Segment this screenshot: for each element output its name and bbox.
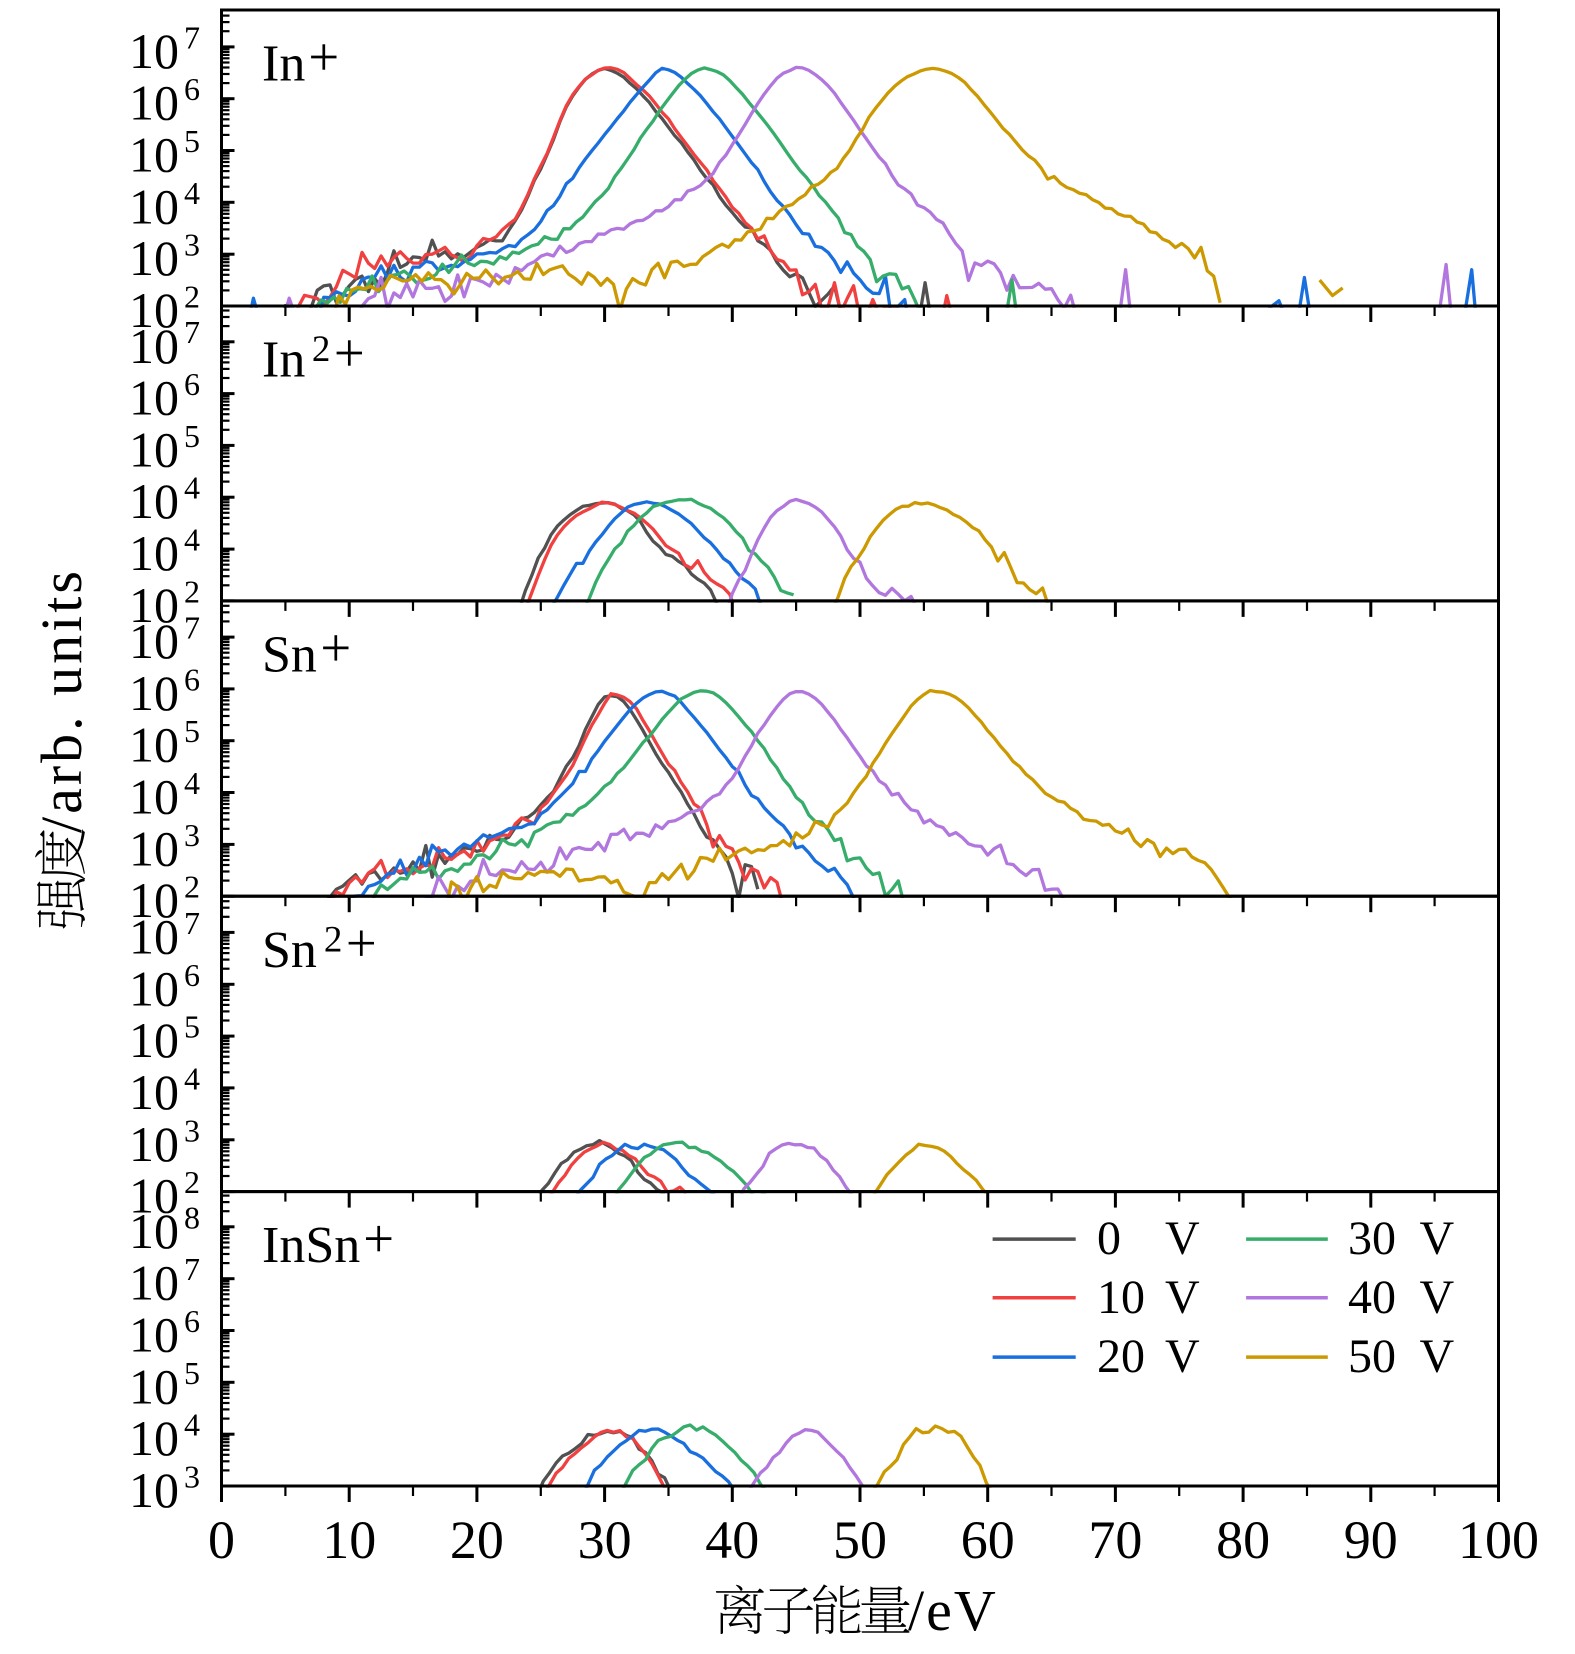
svg-text:4: 4 — [184, 470, 200, 506]
svg-text:V: V — [1420, 1212, 1455, 1265]
svg-text:InSn: InSn — [262, 1217, 360, 1274]
svg-text:6: 6 — [184, 1303, 200, 1339]
svg-text:2: 2 — [184, 1164, 200, 1200]
svg-text:10: 10 — [129, 178, 179, 234]
svg-text:/arb. units: /arb. units — [29, 568, 94, 833]
svg-text:6: 6 — [184, 661, 200, 697]
svg-text:90: 90 — [1344, 1510, 1398, 1570]
svg-text:5: 5 — [184, 713, 200, 749]
svg-text:3: 3 — [184, 227, 200, 263]
svg-text:10: 10 — [129, 1203, 179, 1259]
svg-text:80: 80 — [1216, 1510, 1270, 1570]
svg-text:7: 7 — [184, 19, 200, 55]
svg-text:8: 8 — [184, 1199, 200, 1235]
svg-text:60: 60 — [961, 1510, 1015, 1570]
svg-text:10: 10 — [129, 872, 179, 928]
svg-text:10: 10 — [129, 908, 179, 964]
svg-text:In: In — [262, 36, 305, 93]
svg-text:4: 4 — [184, 175, 200, 211]
svg-text:10: 10 — [129, 1358, 179, 1414]
svg-text:4: 4 — [184, 1060, 200, 1096]
svg-text:10: 10 — [129, 820, 179, 876]
svg-text:7: 7 — [184, 1251, 200, 1287]
svg-text:4: 4 — [184, 765, 200, 801]
svg-text:Sn: Sn — [262, 627, 317, 684]
svg-text:V: V — [1165, 1212, 1200, 1265]
svg-text:40: 40 — [705, 1510, 759, 1570]
svg-text:10: 10 — [129, 421, 179, 477]
svg-text:3: 3 — [184, 1459, 200, 1495]
svg-text:10: 10 — [129, 318, 179, 374]
svg-text:5: 5 — [184, 123, 200, 159]
svg-text:10: 10 — [129, 282, 179, 338]
svg-text:10: 10 — [129, 665, 179, 721]
svg-text:5: 5 — [184, 1009, 200, 1045]
svg-text:In: In — [262, 332, 305, 389]
svg-text:5: 5 — [184, 1355, 200, 1391]
svg-text:10: 10 — [129, 1255, 179, 1311]
svg-text:7: 7 — [184, 905, 200, 941]
svg-text:2: 2 — [312, 329, 331, 370]
svg-text:3: 3 — [184, 1112, 200, 1148]
svg-text:Sn: Sn — [262, 922, 317, 979]
svg-text:2: 2 — [184, 279, 200, 315]
svg-text:4: 4 — [184, 1407, 200, 1443]
svg-text:10: 10 — [129, 525, 179, 581]
svg-text:V: V — [1165, 1330, 1200, 1383]
svg-text:10: 10 — [129, 370, 179, 426]
svg-text:10: 10 — [129, 1462, 179, 1518]
svg-text:10: 10 — [129, 127, 179, 183]
svg-text:50: 50 — [833, 1510, 887, 1570]
svg-text:10: 10 — [129, 613, 179, 669]
svg-text:/eV: /eV — [908, 1578, 998, 1643]
svg-text:50: 50 — [1348, 1330, 1396, 1383]
svg-text:20: 20 — [1097, 1330, 1145, 1383]
svg-text:10: 10 — [129, 577, 179, 633]
svg-text:7: 7 — [184, 314, 200, 350]
svg-text:10: 10 — [129, 1116, 179, 1172]
svg-text:2: 2 — [184, 869, 200, 905]
svg-text:10: 10 — [129, 230, 179, 286]
svg-text:V: V — [1420, 1330, 1455, 1383]
svg-text:10: 10 — [129, 1012, 179, 1068]
svg-text:4: 4 — [184, 522, 200, 558]
svg-text:10: 10 — [322, 1510, 376, 1570]
svg-text:V: V — [1420, 1271, 1455, 1324]
svg-text:10: 10 — [129, 769, 179, 825]
svg-text:100: 100 — [1458, 1510, 1539, 1570]
svg-text:6: 6 — [184, 71, 200, 107]
svg-text:0: 0 — [208, 1510, 235, 1570]
svg-text:6: 6 — [184, 366, 200, 402]
svg-text:20: 20 — [450, 1510, 504, 1570]
svg-text:10: 10 — [129, 1168, 179, 1224]
svg-text:0: 0 — [1097, 1212, 1121, 1265]
svg-text:10: 10 — [129, 473, 179, 529]
svg-text:30: 30 — [578, 1510, 632, 1570]
svg-text:2: 2 — [324, 919, 343, 960]
svg-text:10: 10 — [129, 23, 179, 79]
svg-text:10: 10 — [129, 1064, 179, 1120]
svg-text:30: 30 — [1348, 1212, 1396, 1265]
svg-text:10: 10 — [1097, 1271, 1145, 1324]
svg-text:10: 10 — [129, 75, 179, 131]
svg-text:10: 10 — [129, 717, 179, 773]
svg-text:10: 10 — [129, 1410, 179, 1466]
svg-text:10: 10 — [129, 960, 179, 1016]
svg-text:40: 40 — [1348, 1271, 1396, 1324]
svg-text:V: V — [1165, 1271, 1200, 1324]
svg-text:6: 6 — [184, 957, 200, 993]
svg-text:7: 7 — [184, 610, 200, 646]
svg-text:70: 70 — [1088, 1510, 1142, 1570]
svg-text:3: 3 — [184, 817, 200, 853]
svg-text:10: 10 — [129, 1307, 179, 1363]
svg-text:2: 2 — [184, 573, 200, 609]
svg-text:5: 5 — [184, 418, 200, 454]
